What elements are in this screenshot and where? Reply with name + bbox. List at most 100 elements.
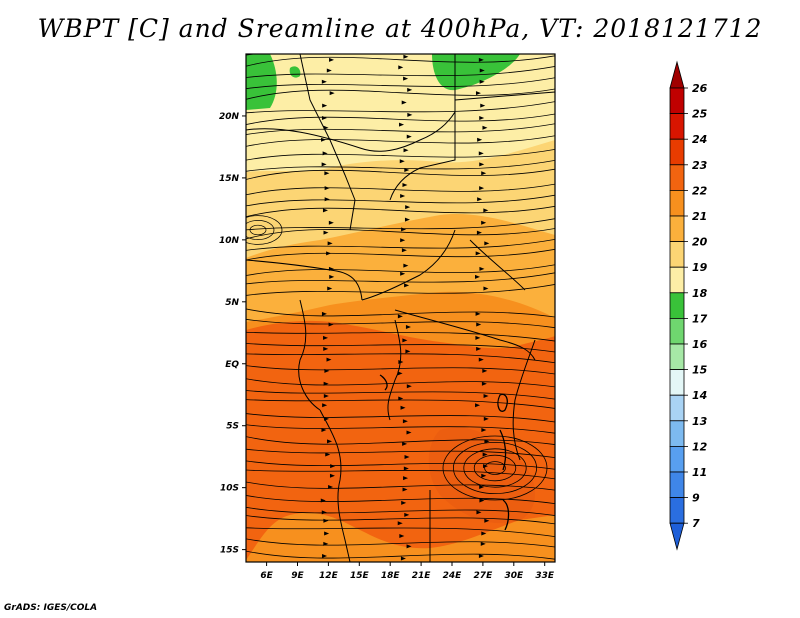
streamline-arrow: [481, 531, 487, 536]
streamline-vortex: [452, 441, 537, 494]
streamline: [246, 550, 555, 560]
streamline-arrow: [404, 454, 410, 459]
streamline-arrow: [479, 79, 485, 84]
streamline-arrow: [401, 248, 407, 253]
lat-tick-label: 5S: [226, 422, 239, 432]
colorbar-swatch: [669, 189, 685, 217]
streamline-arrow: [477, 137, 483, 142]
streamline-arrow: [321, 311, 327, 316]
streamline-arrow: [397, 371, 403, 376]
streamline-arrow: [400, 238, 406, 243]
streamline-arrow: [476, 510, 482, 515]
streamline-arrow: [321, 162, 327, 167]
streamline-arrow: [330, 464, 336, 469]
colorbar-bottom-arrow: [669, 522, 685, 551]
streamline-arrow: [322, 103, 328, 108]
streamline-arrow: [479, 68, 485, 73]
streamline-arrow: [322, 208, 328, 213]
streamline-arrow: [400, 271, 406, 276]
streamline-vortex: [463, 448, 527, 488]
streamline-arrow: [321, 510, 327, 515]
streamline-arrow: [406, 544, 412, 549]
colorbar-label: 20: [692, 236, 708, 249]
streamline-arrow: [482, 368, 488, 373]
lon-tick-label: 21E: [412, 571, 432, 581]
streamline-vortex: [442, 435, 548, 501]
streamline-arrow: [479, 498, 485, 503]
streamline-arrow: [479, 46, 484, 50]
longitude-axis: 6E 9E 12E 15E 18E 21E 24E 27E 30E 33E: [260, 562, 555, 581]
colorbar-swatch: [669, 420, 685, 447]
lon-tick-label: 24E: [443, 571, 463, 581]
streamline: [246, 264, 555, 277]
streamline-arrow: [402, 441, 408, 446]
lon-tick-label: 27E: [474, 571, 494, 581]
map-frame: [245, 53, 556, 563]
streamline: [246, 436, 555, 446]
streamline: [246, 228, 555, 240]
colorbar-top-arrow: [669, 60, 685, 89]
streamline-arrow: [327, 439, 333, 444]
streamline-arrow: [481, 428, 487, 433]
colorbar-label: 22: [692, 184, 708, 197]
streamline: [246, 460, 555, 470]
streamline-arrow: [484, 439, 490, 444]
colorbar-swatch: [669, 369, 685, 396]
colorbar-swatch: [669, 215, 685, 243]
streamline-arrow: [399, 159, 405, 164]
streamline: [246, 527, 555, 538]
streamline-arrow: [404, 512, 410, 517]
streamline-arrow: [402, 487, 408, 492]
streamline: [246, 168, 555, 181]
colorbar-label: 19: [692, 261, 708, 274]
streamline-vortex: [246, 220, 275, 240]
streamline-arrow: [481, 381, 487, 386]
streamline: [246, 101, 555, 114]
streamline-arrow: [478, 57, 484, 62]
colorbar-swatch: [669, 241, 685, 268]
streamline-arrow: [328, 322, 334, 327]
streamline-arrow: [402, 419, 408, 424]
streamline-arrow: [405, 349, 411, 354]
streamline-arrow: [479, 116, 485, 121]
streamline: [246, 248, 555, 261]
streamline-arrow: [401, 579, 406, 583]
colorbar-label: 24: [692, 133, 707, 146]
streamline: [246, 342, 555, 353]
streamline-arrow: [321, 116, 327, 121]
colorbar-swatch: [669, 266, 685, 294]
streamline: [246, 413, 555, 423]
streamline-arrow: [403, 54, 409, 59]
colorbar-label: 23: [692, 159, 708, 172]
latitude-axis: 20N 15N 10N 5N EQ 5S 10S 15S: [219, 112, 246, 556]
streamline: [246, 183, 555, 196]
streamline: [246, 113, 555, 126]
colorbar-label: 21: [692, 210, 707, 223]
field-18-dot: [289, 66, 301, 78]
colorbar-label: 11: [692, 466, 707, 479]
streamline: [246, 481, 555, 491]
colorbar-label: 9: [692, 492, 700, 505]
streamline-arrow: [481, 171, 487, 176]
streamline-arrow: [323, 230, 329, 235]
streamline-arrow: [397, 521, 403, 526]
colorbar-label: 26: [692, 82, 708, 95]
streamline-arrow: [406, 134, 412, 139]
streamline-arrow: [403, 476, 409, 481]
streamline-arrow: [400, 556, 406, 561]
streamline-arrow: [326, 251, 332, 256]
streamline-arrow: [476, 346, 482, 351]
streamline-arrow: [324, 531, 330, 536]
streamline-arrow: [327, 241, 333, 246]
streamline-arrow: [321, 46, 326, 50]
streamline-arrow: [484, 518, 490, 523]
lat-tick-label: 15S: [220, 546, 239, 556]
streamline-vortex: [473, 454, 517, 482]
streamline-arrow: [329, 91, 335, 96]
streamline-arrow: [398, 65, 404, 70]
streamline-arrow: [483, 416, 489, 421]
field-18-west: [246, 54, 277, 110]
streamline-arrow: [407, 87, 413, 92]
streamline-arrow: [479, 162, 485, 167]
streamline-arrow: [400, 405, 406, 410]
